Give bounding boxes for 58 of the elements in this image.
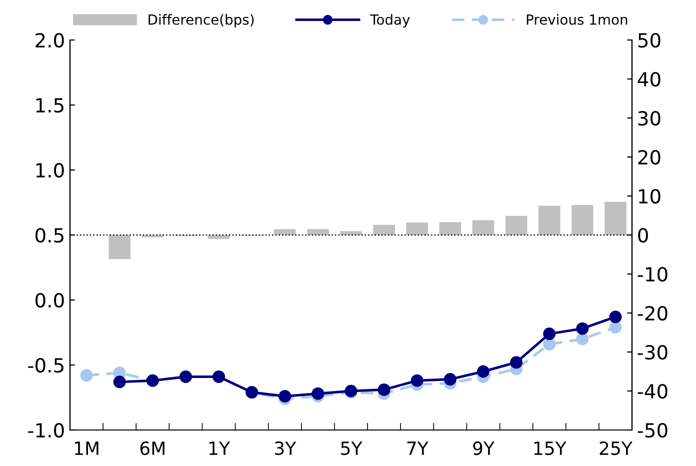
point xyxy=(410,374,424,387)
y2-tick-label: -30 xyxy=(638,344,668,360)
y-tick-label: 0.0 xyxy=(36,292,64,308)
legend-label: Difference(bps) xyxy=(148,14,254,28)
y2-tick-label: 0 xyxy=(638,228,648,243)
point xyxy=(609,321,622,334)
legend-label: Today xyxy=(370,14,410,28)
x-tick-label: 15Y xyxy=(534,442,566,456)
point xyxy=(476,365,490,378)
y-tick-label: 1.5 xyxy=(36,98,64,113)
y2-tick-label: -20 xyxy=(638,306,668,321)
y2-tick-label: -40 xyxy=(638,384,668,399)
point xyxy=(543,338,556,350)
point xyxy=(609,310,622,324)
point xyxy=(543,328,556,340)
bar xyxy=(406,222,428,235)
y2-tick-label: 30 xyxy=(638,110,660,126)
y-tick-label: 1.0 xyxy=(36,162,64,178)
y2-tick-label: -50 xyxy=(638,422,668,438)
point xyxy=(113,376,126,388)
y-tick-label: 0.5 xyxy=(36,228,64,243)
x-tick-label: 25Y xyxy=(600,441,633,456)
y2-tick-label: 20 xyxy=(638,150,660,165)
bar xyxy=(307,229,329,235)
y-tick-label: -0.5 xyxy=(28,358,64,373)
y2-tick-label: 50 xyxy=(638,32,660,48)
bar xyxy=(340,231,362,235)
point xyxy=(510,356,523,369)
x-tick-label: 6M xyxy=(140,441,164,456)
bar xyxy=(472,220,494,235)
y2-tick-label: 10 xyxy=(638,188,660,204)
bar xyxy=(274,229,296,235)
bar xyxy=(505,216,528,235)
bar xyxy=(373,224,395,235)
bar xyxy=(108,235,130,260)
point xyxy=(378,383,390,396)
legend-label: Previous 1mon xyxy=(526,14,628,25)
bar xyxy=(538,206,560,235)
x-tick-label: 5Y xyxy=(341,442,362,456)
point xyxy=(576,332,589,346)
point xyxy=(278,390,292,402)
bar xyxy=(572,204,594,235)
y2-tick-label: 40 xyxy=(638,72,660,87)
bar xyxy=(604,202,626,235)
point xyxy=(576,322,589,335)
x-tick-label: 1Y xyxy=(209,442,230,455)
x-tick-label: 1M xyxy=(74,442,98,455)
point xyxy=(444,373,456,386)
bar xyxy=(439,222,462,235)
point xyxy=(312,387,324,400)
x-tick-label: 7Y xyxy=(407,442,428,455)
x-tick-label: 9Y xyxy=(473,441,495,456)
y-tick-label: -1.0 xyxy=(28,422,64,438)
point xyxy=(80,369,93,382)
y2-tick-label: -10 xyxy=(638,266,668,282)
x-tick-label: 3Y xyxy=(275,441,296,456)
y-tick-label: 2.0 xyxy=(36,32,64,48)
bar xyxy=(208,235,230,239)
